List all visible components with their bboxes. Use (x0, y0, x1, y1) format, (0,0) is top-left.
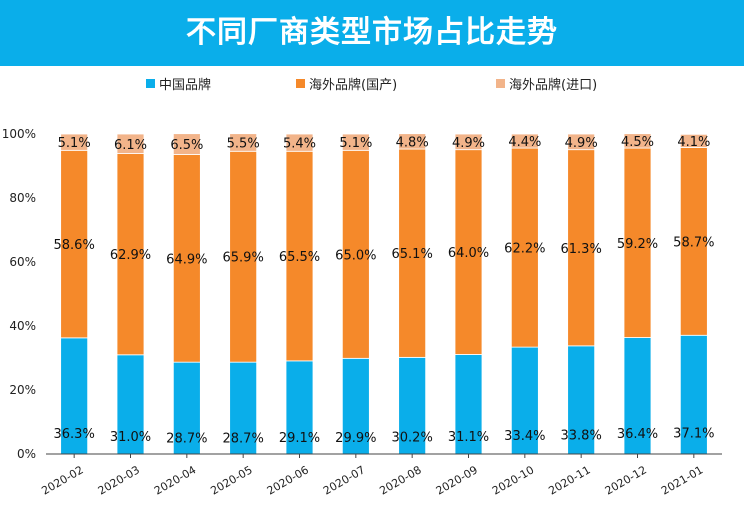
bar-overseas-domestic (285, 150, 314, 362)
data-label-overseas-imported: 6.1% (114, 138, 147, 153)
x-tick-label: 2020-07 (321, 463, 367, 497)
data-label-overseas-imported: 5.4% (283, 137, 316, 152)
data-label-overseas-domestic: 64.0% (448, 246, 489, 261)
bar-overseas-domestic (510, 147, 539, 348)
y-tick-label: 0% (17, 447, 36, 461)
chart-legend: 中国品牌 海外品牌(国产) 海外品牌(进口) (0, 74, 744, 94)
bar-overseas-imported (285, 133, 314, 152)
data-label-overseas-imported: 6.5% (170, 138, 203, 153)
x-tick-label: 2020-09 (434, 463, 480, 497)
x-tick-label: 2020-06 (265, 463, 311, 497)
bar-china-brand (60, 337, 89, 455)
x-tick-label: 2021-01 (659, 463, 705, 497)
data-label-overseas-domestic: 61.3% (561, 242, 602, 257)
bar-overseas-imported (398, 133, 427, 150)
data-label-overseas-domestic: 65.9% (223, 251, 264, 266)
legend-item-china-brand: 中国品牌 (146, 74, 211, 93)
data-label-overseas-imported: 4.9% (452, 136, 485, 151)
legend-item-overseas-domestic: 海外品牌(国产) (296, 74, 397, 93)
x-tick-label: 2020-03 (96, 463, 142, 497)
bar-overseas-domestic (623, 147, 652, 338)
legend-swatch-overseas-imported (496, 79, 505, 88)
data-label-overseas-imported: 4.1% (677, 135, 710, 150)
x-tick-label: 2020-10 (490, 463, 536, 497)
data-label-china-brand: 36.3% (54, 427, 95, 442)
data-label-china-brand: 36.4% (617, 427, 658, 442)
y-tick-label: 60% (9, 255, 36, 269)
data-label-overseas-imported: 5.1% (339, 136, 372, 151)
bar-china-brand (567, 345, 596, 455)
bar-china-brand (229, 361, 258, 455)
data-label-china-brand: 28.7% (223, 431, 264, 446)
bar-china-brand (679, 334, 708, 455)
data-label-china-brand: 31.0% (110, 430, 151, 445)
data-label-overseas-domestic: 59.2% (617, 237, 658, 252)
data-label-overseas-domestic: 65.1% (392, 247, 433, 262)
data-label-overseas-domestic: 62.9% (110, 248, 151, 263)
data-label-overseas-domestic: 65.5% (279, 250, 320, 265)
data-label-overseas-imported: 5.1% (58, 136, 91, 151)
data-label-china-brand: 29.1% (279, 431, 320, 446)
data-label-overseas-imported: 4.9% (565, 136, 598, 151)
bar-overseas-domestic (172, 154, 201, 363)
data-label-overseas-imported: 4.8% (396, 135, 429, 150)
x-tick-label: 2020-02 (39, 463, 85, 497)
bar-china-brand (285, 360, 314, 455)
chart-title: 不同厂商类型市场占比走势 (186, 15, 558, 50)
bar-overseas-imported (454, 133, 483, 151)
bar-overseas-domestic (229, 150, 258, 363)
data-label-overseas-imported: 4.5% (621, 135, 654, 150)
bar-overseas-domestic (398, 148, 427, 358)
x-tick-label: 2020-11 (546, 463, 592, 497)
legend-item-overseas-imported: 海外品牌(进口) (496, 74, 597, 93)
data-label-overseas-domestic: 62.2% (504, 242, 545, 257)
legend-label-overseas-domestic: 海外品牌(国产) (309, 78, 398, 93)
bar-overseas-imported (623, 133, 652, 149)
data-label-overseas-domestic: 58.7% (673, 235, 714, 250)
bar-overseas-domestic (116, 153, 145, 356)
data-label-china-brand: 31.1% (448, 430, 489, 445)
bar-overseas-domestic (567, 149, 596, 347)
chart-title-banner: 不同厂商类型市场占比走势 (0, 0, 744, 66)
legend-label-overseas-imported: 海外品牌(进口) (509, 78, 598, 93)
y-tick-label: 80% (9, 191, 36, 205)
data-label-overseas-imported: 4.4% (508, 135, 541, 150)
bar-china-brand (341, 357, 370, 455)
legend-swatch-china-brand (146, 79, 155, 88)
legend-swatch-overseas-domestic (296, 79, 305, 88)
bar-overseas-imported (60, 133, 89, 151)
y-tick-label: 100% (2, 127, 36, 141)
bar-overseas-imported (116, 133, 145, 154)
data-label-china-brand: 33.4% (504, 429, 545, 444)
data-label-overseas-domestic: 64.9% (166, 252, 207, 267)
bar-overseas-imported (341, 133, 370, 151)
data-label-china-brand: 30.2% (392, 431, 433, 446)
data-label-overseas-imported: 5.5% (227, 136, 260, 151)
x-tick-label: 2020-12 (603, 463, 649, 497)
y-tick-label: 20% (9, 383, 36, 397)
bar-overseas-imported (679, 133, 708, 148)
bar-overseas-imported (510, 133, 539, 149)
x-tick-label: 2020-08 (377, 463, 423, 497)
data-label-china-brand: 33.8% (561, 429, 602, 444)
data-label-china-brand: 28.7% (166, 431, 207, 446)
bar-overseas-imported (172, 133, 201, 155)
legend-label-china-brand: 中国品牌 (159, 78, 212, 93)
data-label-overseas-domestic: 65.0% (335, 248, 376, 263)
x-tick-label: 2020-04 (152, 463, 198, 497)
bar-overseas-imported (229, 133, 258, 152)
bar-overseas-imported (567, 133, 596, 151)
data-label-china-brand: 37.1% (673, 427, 714, 442)
bar-overseas-domestic (679, 147, 708, 336)
bar-china-brand (172, 361, 201, 455)
data-label-overseas-domestic: 58.6% (54, 238, 95, 253)
y-tick-label: 40% (9, 319, 36, 333)
data-label-china-brand: 29.9% (335, 431, 376, 446)
x-tick-label: 2020-05 (208, 463, 254, 497)
bar-china-brand (510, 346, 539, 455)
